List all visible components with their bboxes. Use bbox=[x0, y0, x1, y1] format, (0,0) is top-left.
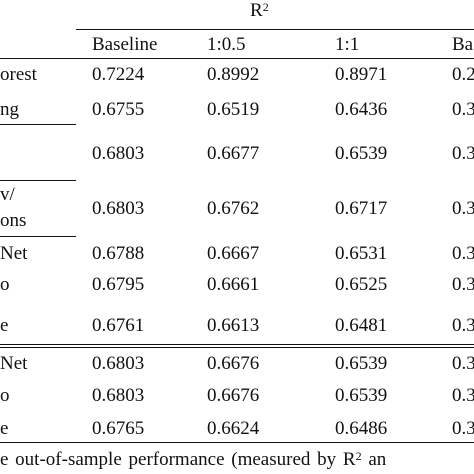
row-label: o bbox=[0, 385, 10, 406]
row-label: o bbox=[0, 274, 10, 295]
row-label: e bbox=[0, 315, 9, 336]
label-rule bbox=[0, 180, 76, 181]
column-header: Baseline bbox=[92, 34, 158, 55]
table-cell: 0.6677 bbox=[207, 143, 260, 164]
table-cell: 0.6795 bbox=[92, 274, 145, 295]
table-cell: 0.3 bbox=[452, 198, 474, 219]
header-bottom-rule bbox=[0, 58, 474, 59]
table-cell: 0.6661 bbox=[207, 274, 260, 295]
table-cell: 0.3 bbox=[452, 143, 474, 164]
row-label: Net bbox=[0, 353, 28, 374]
section-rule bbox=[0, 347, 474, 348]
table-cell: 0.6717 bbox=[335, 198, 388, 219]
table-cell: 0.3 bbox=[452, 315, 474, 336]
column-header: 1:0.5 bbox=[207, 34, 246, 55]
column-header: 1:1 bbox=[335, 34, 360, 55]
table-cell: 0.6765 bbox=[92, 418, 145, 439]
label-rule bbox=[0, 236, 76, 237]
table-cell: 0.6539 bbox=[335, 385, 388, 406]
table-cell: 0.6762 bbox=[207, 198, 260, 219]
table-cell: 0.7224 bbox=[92, 64, 145, 85]
table-cell: 0.6613 bbox=[207, 315, 260, 336]
table-bottom-rule bbox=[0, 442, 474, 443]
table-cell: 0.6788 bbox=[92, 243, 145, 264]
table-cell: 0.6755 bbox=[92, 99, 145, 120]
table-cell: 0.3 bbox=[452, 418, 474, 439]
table-cell: 0.3 bbox=[452, 99, 474, 120]
table-cell: 0.6803 bbox=[92, 385, 145, 406]
table-cell: 0.6803 bbox=[92, 353, 145, 374]
r2-group-header: R2 bbox=[250, 0, 269, 21]
row-label-line: v/ bbox=[0, 184, 15, 205]
table-cell: 0.6624 bbox=[207, 418, 260, 439]
section-rule bbox=[0, 344, 474, 345]
table-cell: 0.3 bbox=[452, 274, 474, 295]
table-cell: 0.6539 bbox=[335, 353, 388, 374]
table-cell: 0.6676 bbox=[207, 353, 260, 374]
table-cell: 0.2 bbox=[452, 64, 474, 85]
table-cell: 0.3 bbox=[452, 243, 474, 264]
table-cell: 0.6667 bbox=[207, 243, 260, 264]
table-cell: 0.6539 bbox=[335, 143, 388, 164]
row-label: e bbox=[0, 418, 9, 439]
table-caption: e out-of-sample performance (measured by… bbox=[0, 449, 387, 470]
row-label: Net bbox=[0, 243, 28, 264]
table-cell: 0.6803 bbox=[92, 143, 145, 164]
table-cell: 0.6486 bbox=[335, 418, 388, 439]
row-label-line: ons bbox=[0, 210, 27, 231]
table-cell: 0.6436 bbox=[335, 99, 388, 120]
table-cell: 0.6676 bbox=[207, 385, 260, 406]
table-cell: 0.8971 bbox=[335, 64, 388, 85]
table-cell: 0.6531 bbox=[335, 243, 388, 264]
header-underline bbox=[76, 29, 474, 30]
table-cell: 0.3 bbox=[452, 353, 474, 374]
table-cell: 0.6761 bbox=[92, 315, 145, 336]
table-cell: 0.6519 bbox=[207, 99, 260, 120]
table-cell: 0.3 bbox=[452, 385, 474, 406]
table-cell: 0.6481 bbox=[335, 315, 388, 336]
column-header: Ba bbox=[452, 34, 474, 55]
label-rule bbox=[0, 124, 76, 125]
row-label: orest bbox=[0, 64, 37, 85]
table-cell: 0.6525 bbox=[335, 274, 388, 295]
table-cell: 0.6803 bbox=[92, 198, 145, 219]
row-label: ng bbox=[0, 99, 19, 120]
table-cell: 0.8992 bbox=[207, 64, 260, 85]
